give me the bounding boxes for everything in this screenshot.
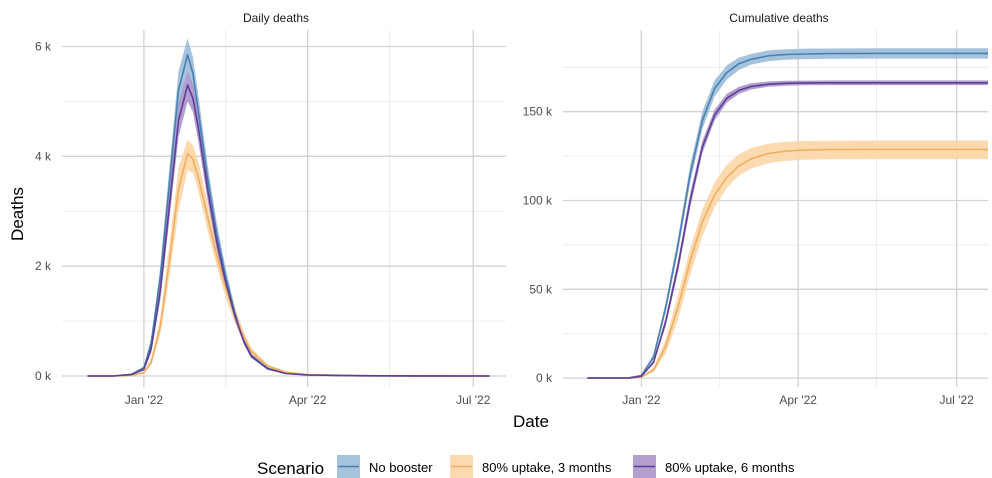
- x-tick-label: Jul '22: [456, 393, 491, 407]
- y-tick-label: 150 k: [523, 105, 553, 119]
- ribbon-no-booster: [88, 38, 490, 376]
- y-tick-label: 2 k: [35, 259, 52, 273]
- x-tick-labels-daily: Jan '22 Apr '22 Jul '22: [125, 393, 491, 407]
- legend-label: 80% uptake, 3 months: [482, 460, 612, 475]
- line-80-uptake-3-months: [88, 154, 490, 376]
- lines-cumulative: [587, 53, 988, 378]
- y-tick-label: 4 k: [35, 149, 52, 163]
- lines-daily: [88, 55, 490, 376]
- legend: Scenario No booster 80% uptake, 3 months 8…: [257, 455, 795, 478]
- line-no-booster: [587, 53, 988, 378]
- grid-daily: [62, 30, 506, 387]
- line-80-uptake-6-months: [88, 85, 490, 376]
- legend-title: Scenario: [257, 459, 324, 478]
- line-80-uptake-3-months: [587, 149, 988, 378]
- legend-item-no-booster: No booster: [337, 455, 433, 478]
- facet-title-daily-deaths: Daily deaths: [243, 11, 309, 25]
- y-tick-labels-cumulative: 0 k 50 k 100 k 150 k: [523, 105, 553, 385]
- ribbons-daily: [88, 38, 490, 376]
- legend-label: No booster: [369, 460, 433, 475]
- line-no-booster: [88, 55, 490, 376]
- y-tick-label: 6 k: [35, 39, 52, 53]
- y-tick-label: 0 k: [536, 371, 553, 385]
- y-axis-title: Deaths: [8, 187, 27, 241]
- x-axis-title: Date: [513, 412, 549, 431]
- legend-keys: No booster 80% uptake, 3 months 80% uptake…: [337, 455, 795, 478]
- ribbon-80-uptake-3-months: [587, 141, 988, 379]
- legend-item-80-uptake-3-months: 80% uptake, 3 months: [450, 455, 612, 478]
- ribbon-80-uptake-3-months: [88, 140, 490, 376]
- x-tick-label: Jul '22: [939, 393, 974, 407]
- x-tick-label: Jan '22: [125, 393, 164, 407]
- facet-title-cumulative-deaths: Cumulative deaths: [729, 11, 828, 25]
- x-tick-label: Apr '22: [289, 393, 327, 407]
- legend-item-80-uptake-6-months: 80% uptake, 6 months: [633, 455, 795, 478]
- y-tick-labels-daily: 0 k 2 k 4 k 6 k: [35, 39, 52, 383]
- x-tick-labels-cumulative: Jan '22 Apr '22 Jul '22: [622, 393, 974, 407]
- x-tick-label: Apr '22: [779, 393, 817, 407]
- panel-daily-deaths: Daily deaths 0 k 2 k 4 k 6 k Jan '22 Apr '22…: [35, 11, 506, 407]
- legend-label: 80% uptake, 6 months: [665, 460, 795, 475]
- ribbon-no-booster: [587, 48, 988, 378]
- x-tick-label: Jan '22: [622, 393, 661, 407]
- ribbons-cumulative: [587, 48, 988, 378]
- ribbon-80-uptake-6-months: [88, 71, 490, 376]
- y-tick-label: 0 k: [35, 369, 52, 383]
- panel-cumulative-deaths: Cumulative deaths 0 k 50 k 100 k 150 k Jan …: [523, 11, 988, 407]
- y-tick-label: 50 k: [529, 282, 553, 296]
- y-tick-label: 100 k: [523, 194, 553, 208]
